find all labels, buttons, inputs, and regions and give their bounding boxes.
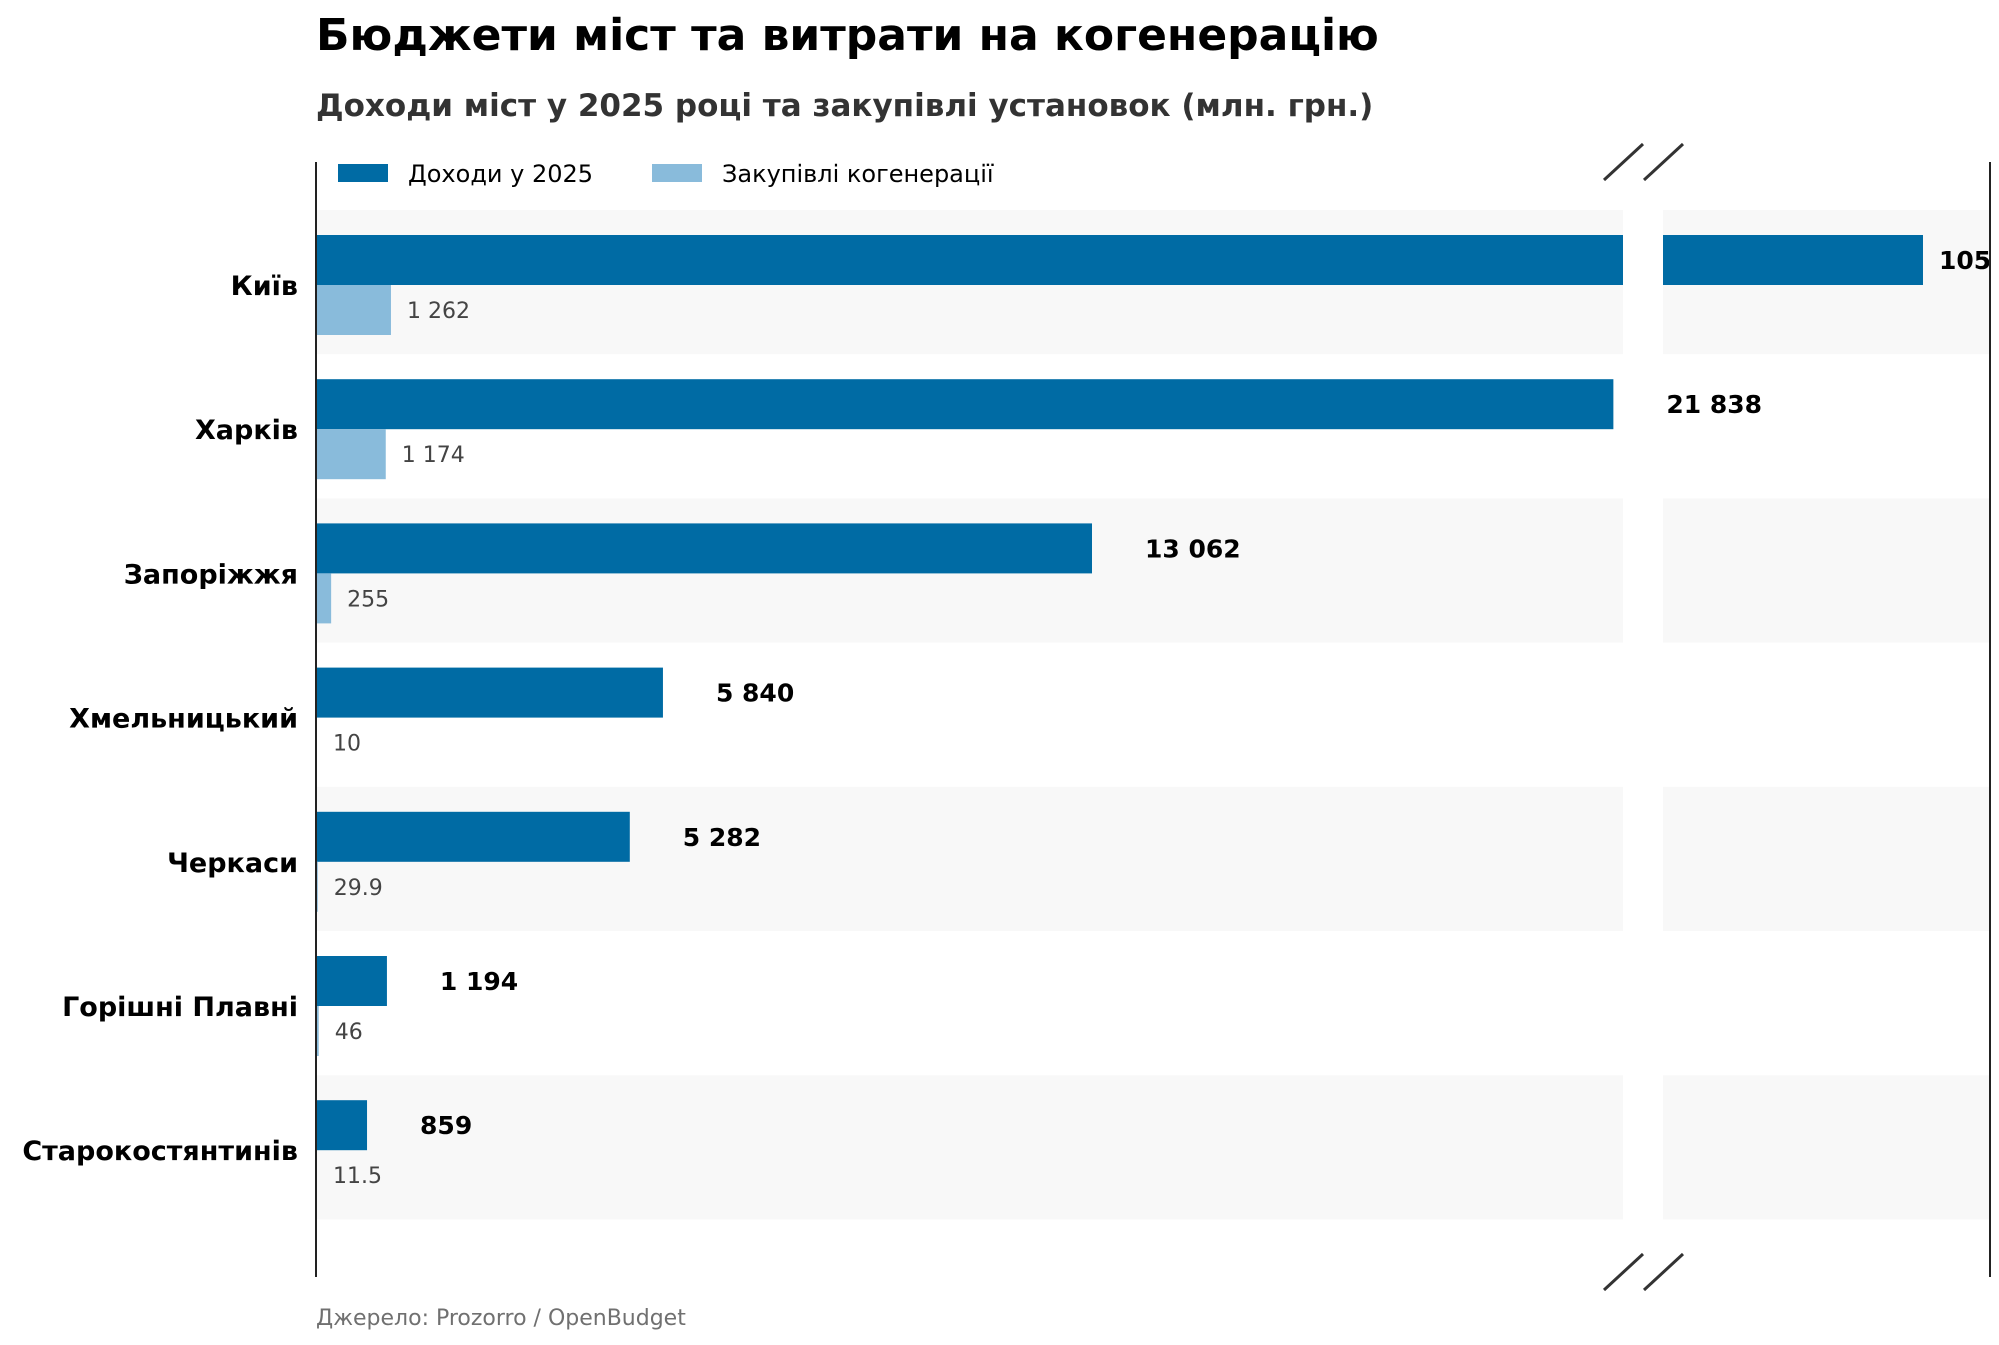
axis-break-mark: [1642, 142, 1685, 182]
category-label: Старокостянтинів: [22, 1136, 298, 1167]
revenue-value-label: 5 282: [683, 823, 761, 852]
revenue-bar-continued: [1663, 235, 1923, 285]
procurement-value-label: 1 262: [407, 299, 470, 324]
chart-subtitle: Доходи міст у 2025 році та закупівлі уст…: [316, 88, 1374, 124]
row-band: [1663, 498, 1990, 643]
axis-break-mark: [1602, 142, 1645, 182]
row-band: [1663, 1075, 1990, 1220]
revenue-value-label: 13 062: [1145, 534, 1241, 563]
procurement-bar: [316, 1006, 319, 1056]
procurement-value-label: 10: [333, 732, 361, 757]
category-label: Черкаси: [167, 848, 298, 879]
procurement-value-label: 255: [347, 587, 389, 612]
revenue-value-label: 1 194: [440, 967, 518, 996]
row-band: [316, 1075, 1623, 1220]
revenue-bar: [316, 523, 1093, 574]
source-note: Джерело: Prozorro / OpenBudget: [316, 1306, 686, 1331]
revenue-bar: [316, 811, 630, 862]
legend-swatch: [652, 164, 702, 182]
category-label: Київ: [231, 271, 298, 302]
axis-break-mark: [1602, 1252, 1645, 1292]
procurement-value-label: 11.5: [333, 1164, 382, 1189]
legend-label: Доходи у 2025: [408, 160, 593, 188]
procurement-value-label: 46: [335, 1020, 363, 1045]
legend-label: Закупівлі когенерації: [722, 160, 994, 188]
revenue-bar: [316, 667, 663, 718]
procurement-bar: [316, 285, 391, 335]
chart-title: Бюджети міст та витрати на когенерацію: [316, 10, 1379, 61]
category-label: Хмельницький: [69, 704, 298, 735]
revenue-bar: [316, 956, 387, 1006]
legend-swatch: [338, 164, 388, 182]
revenue-value-label: 5 840: [716, 679, 794, 708]
axis-break-mark: [1642, 1252, 1685, 1292]
revenue-bar: [316, 379, 1614, 430]
procurement-bar: [316, 429, 386, 480]
row-band: [1663, 786, 1990, 931]
revenue-bar: [316, 235, 1623, 285]
procurement-bar: [316, 573, 332, 624]
revenue-value-label: 859: [420, 1111, 472, 1140]
revenue-value-label: 105 168: [1939, 246, 1999, 275]
procurement-value-label: 1 174: [402, 443, 465, 468]
procurement-value-label: 29.9: [334, 876, 383, 901]
category-label: Горішні Плавні: [62, 992, 298, 1023]
category-label: Запоріжжя: [124, 559, 298, 590]
revenue-bar: [316, 1100, 368, 1151]
category-label: Харків: [195, 415, 298, 446]
revenue-value-label: 21 838: [1666, 390, 1762, 419]
